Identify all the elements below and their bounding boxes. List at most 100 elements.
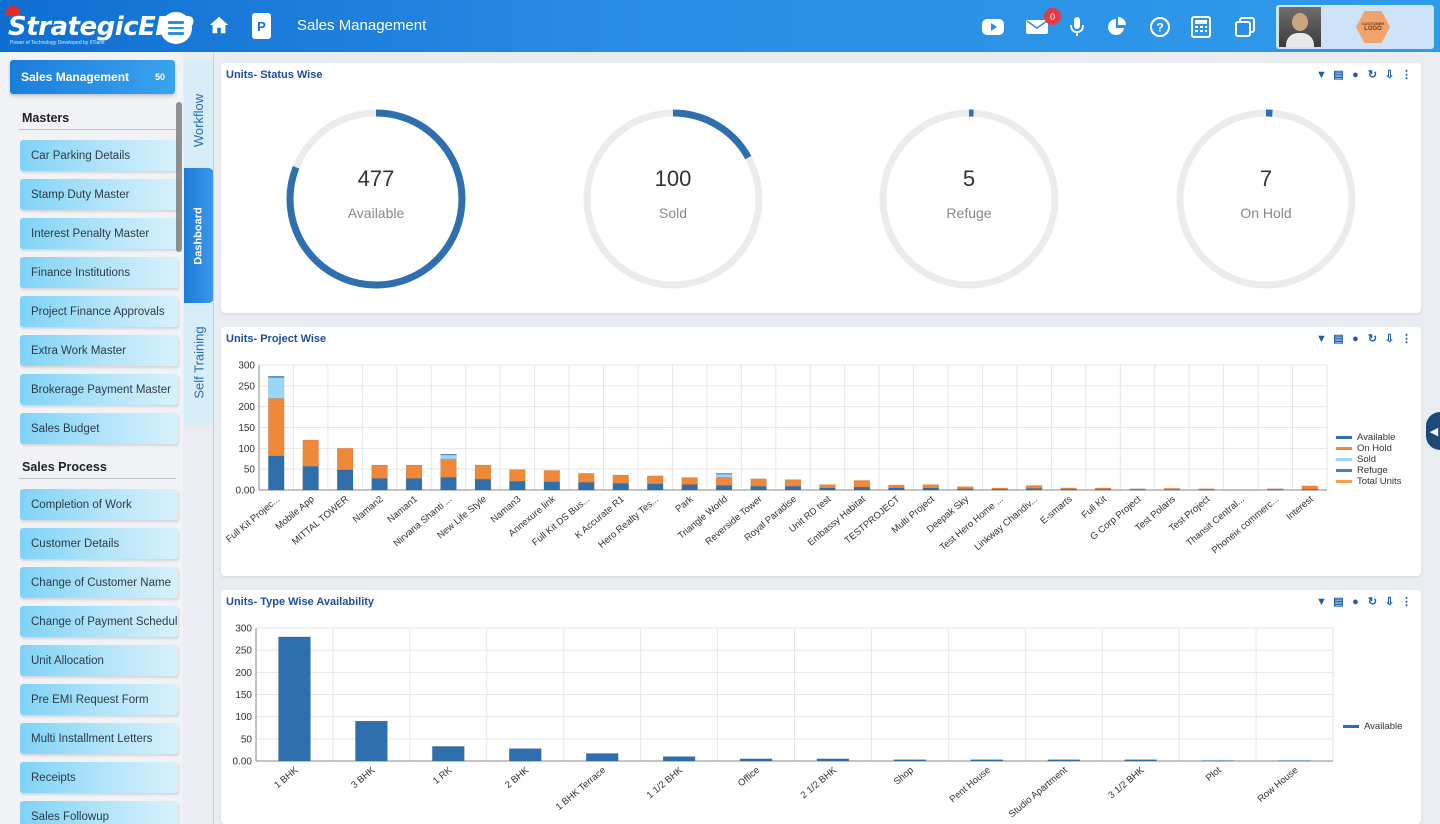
bar-on-hold [853, 480, 871, 488]
bar-refuge [440, 453, 457, 456]
sidebar-item-project-finance-approvals[interactable]: Project Finance Approvals [20, 296, 178, 327]
tab-workflow[interactable]: Workflow [184, 60, 214, 180]
tab-dashboard[interactable]: Dashboard [184, 168, 214, 303]
x-tick-label: 1 RK [431, 764, 455, 786]
legend-swatch [1336, 447, 1352, 450]
gauge-label: On Hold [1240, 205, 1292, 221]
gauge-value: 5 [962, 166, 976, 191]
gauge-available[interactable]: 477 Available [285, 108, 467, 290]
mail-icon[interactable] [1024, 14, 1050, 40]
sidebar-item-receipts[interactable]: Receipts [20, 762, 178, 793]
microphone-icon[interactable] [1064, 14, 1090, 40]
help-icon[interactable]: ● [1352, 596, 1359, 608]
x-tick-label: 2 BHK [503, 764, 532, 791]
bar-on-hold [1232, 489, 1250, 491]
refresh-icon[interactable]: ↻ [1367, 333, 1378, 345]
sidebar-item-sales-followup[interactable]: Sales Followup [20, 801, 178, 824]
sidebar-item-interest-penalty-master[interactable]: Interest Penalty Master [20, 218, 178, 249]
x-tick-label: 2 1/2 BHK [799, 764, 840, 801]
bar-sold [715, 473, 733, 478]
panel-toolbar: ▼ ▤ ● ↻ ⇩ ⋮ [1315, 69, 1413, 82]
filter-icon[interactable]: ▼ [1316, 69, 1327, 81]
bar-sold [440, 454, 457, 460]
pie-chart-icon[interactable] [1104, 14, 1130, 40]
y-tick-label: 300 [238, 361, 255, 372]
legend-swatch [1343, 725, 1359, 728]
module-button[interactable]: Sales Management 50 [10, 60, 175, 94]
sidebar-item-brokerage-payment-master[interactable]: Brokerage Payment Master [20, 374, 178, 405]
legend-label: Available [1357, 432, 1395, 443]
sidebar-item-car-parking-details[interactable]: Car Parking Details [20, 140, 178, 171]
gauge-track [1176, 109, 1356, 289]
sidebar-item-finance-institutions[interactable]: Finance Institutions [20, 257, 178, 288]
bar-on-hold [750, 478, 767, 487]
hamburger-line [168, 21, 184, 24]
bar-available [1278, 760, 1311, 762]
gauge-arc [286, 109, 466, 289]
bar-available [784, 486, 802, 491]
page-badge[interactable]: P [252, 13, 271, 39]
filter-icon[interactable]: ▼ [1316, 333, 1327, 345]
gauge-refuge[interactable]: 5 Refuge [878, 108, 1060, 290]
sidebar-item-completion-of-work[interactable]: Completion of Work [20, 489, 178, 520]
calculator-icon[interactable] [1188, 14, 1214, 40]
project-wise-panel: Units- Project Wise ▼ ▤ ● ↻ ⇩ ⋮ 0.00 50 100 150 2… [221, 327, 1421, 576]
bar-available [819, 487, 836, 491]
bar-available [750, 486, 767, 491]
sidebar-item-pre-emi-request-form[interactable]: Pre EMI Request Form [20, 684, 178, 715]
more-icon[interactable]: ⋮ [1401, 596, 1412, 608]
sidebar-item-change-of-customer-name[interactable]: Change of Customer Name [20, 567, 178, 598]
download-icon[interactable]: ⇩ [1384, 596, 1395, 608]
gauge-label: Sold [658, 205, 688, 221]
more-icon[interactable]: ⋮ [1401, 69, 1412, 81]
sidebar-item-unit-allocation[interactable]: Unit Allocation [20, 645, 178, 676]
user-profile[interactable]: CUSTOMER LOGO [1276, 5, 1434, 49]
download-icon[interactable]: ⇩ [1384, 333, 1395, 345]
table-icon[interactable]: ▤ [1333, 69, 1344, 81]
section-heading-sales-process: Sales Process [22, 460, 107, 474]
panel-title: Units- Project Wise [226, 333, 327, 345]
bar-on-hold [681, 477, 698, 485]
youtube-icon[interactable] [980, 14, 1006, 40]
window-icon[interactable] [1232, 14, 1258, 40]
x-tick-label: Row House [1256, 765, 1301, 805]
module-button-label: Sales Management [21, 70, 130, 84]
sidebar-item-change-of-payment-schedule[interactable]: Change of Payment Schedule [20, 606, 178, 637]
gauge-sold[interactable]: 100 Sold [582, 108, 764, 290]
sidebar-item-customer-details[interactable]: Customer Details [20, 528, 178, 559]
menu-toggle-button[interactable] [160, 12, 192, 44]
more-icon[interactable]: ⋮ [1401, 333, 1412, 345]
bar-available [893, 759, 927, 762]
x-tick-label: Full Kit Projec... [224, 494, 282, 545]
y-tick-label: 250 [235, 646, 252, 657]
hamburger-line [168, 26, 184, 30]
home-icon[interactable] [208, 14, 230, 36]
filter-icon[interactable]: ▼ [1316, 596, 1327, 608]
sidebar-scrollbar[interactable] [176, 102, 182, 252]
x-tick-label: 3 BHK [349, 764, 378, 791]
sidebar-item-extra-work-master[interactable]: Extra Work Master [20, 335, 178, 366]
download-icon[interactable]: ⇩ [1384, 69, 1395, 81]
gauge-value: 100 [654, 166, 692, 191]
avatar[interactable] [1279, 7, 1321, 47]
help-icon[interactable]: ● [1352, 69, 1359, 81]
collapse-panel-button[interactable]: ◀ [1426, 412, 1440, 450]
bar-on-hold [922, 484, 939, 489]
legend-swatch [1336, 458, 1352, 461]
sidebar-item-sales-budget[interactable]: Sales Budget [20, 413, 178, 444]
refresh-icon[interactable]: ↻ [1367, 69, 1378, 81]
help-icon[interactable]: ● [1352, 333, 1359, 345]
gauge-on-hold[interactable]: 7 On Hold [1175, 108, 1357, 290]
sidebar-item-multi-installment-letters[interactable]: Multi Installment Letters [20, 723, 178, 754]
tab-self-training[interactable]: Self Training [184, 300, 214, 425]
table-icon[interactable]: ▤ [1333, 596, 1344, 608]
help-icon[interactable]: ? [1147, 14, 1173, 40]
gauge-track [879, 109, 1059, 289]
bar-available [970, 759, 1004, 762]
bar-available [302, 466, 319, 491]
refresh-icon[interactable]: ↻ [1367, 596, 1378, 608]
table-icon[interactable]: ▤ [1333, 333, 1344, 345]
sidebar-item-stamp-duty-master[interactable]: Stamp Duty Master [20, 179, 178, 210]
gauge-label: Available [347, 205, 405, 221]
